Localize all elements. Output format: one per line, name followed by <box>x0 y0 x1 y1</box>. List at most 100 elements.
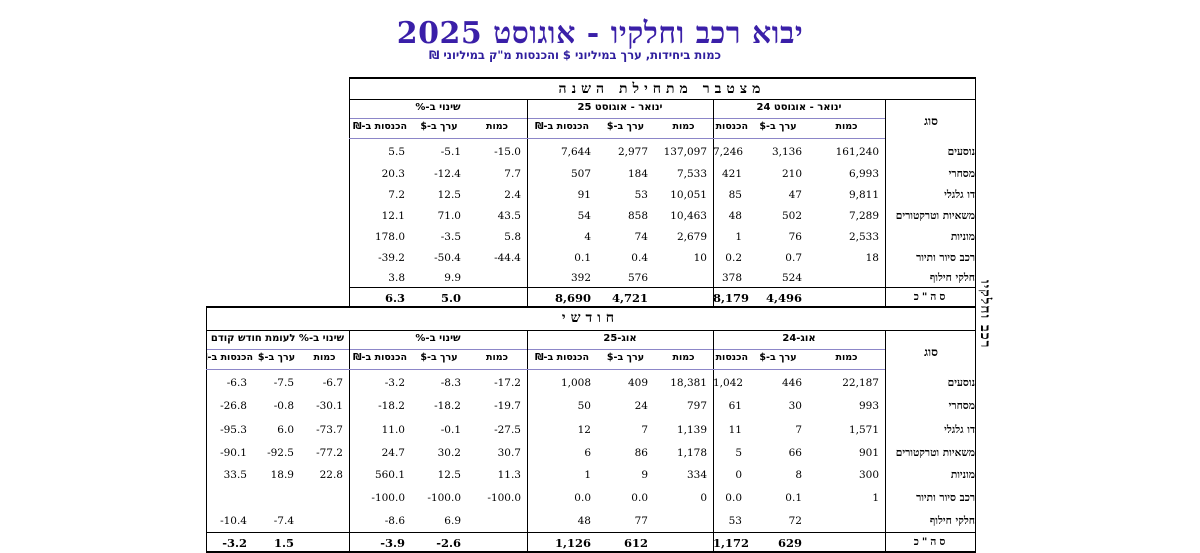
data-cell: 20.3 <box>381 168 405 180</box>
row-label: חלקי חילוף <box>929 272 975 284</box>
cumulative-group-underline <box>713 118 885 119</box>
data-cell: -6.3 <box>226 377 247 389</box>
data-cell: 10 <box>693 252 707 264</box>
cumulative-column-header: הכנסות ב-₪ <box>352 121 408 132</box>
total-cell: -2.6 <box>436 536 461 550</box>
data-cell: 10,463 <box>670 210 707 222</box>
data-cell: 0 <box>735 469 742 481</box>
data-cell: 85 <box>728 189 742 201</box>
cumulative-column-header: כמות <box>672 121 695 132</box>
data-cell: -7.5 <box>273 377 294 389</box>
monthly-column-header: ערך ב-$ <box>257 352 296 363</box>
data-cell: 30.7 <box>497 447 521 459</box>
row-label: רכב סיור ותיור <box>916 492 975 504</box>
total-cell: 6.3 <box>384 291 405 305</box>
data-cell: 161,240 <box>835 146 879 158</box>
data-cell: 53 <box>634 189 648 201</box>
data-cell: -44.4 <box>494 252 521 264</box>
cumulative-group-underline <box>349 118 527 119</box>
row-label: מוניות <box>950 469 975 481</box>
monthly-group-header: שינוי ב-% לעומת חודש קודם <box>210 333 345 344</box>
data-cell: 392 <box>570 272 591 284</box>
data-cell: -100.0 <box>371 492 405 504</box>
row-label: מוניות <box>950 231 975 243</box>
data-cell: -12.4 <box>434 168 461 180</box>
total-cell: 4,496 <box>765 291 802 305</box>
cumulative-group-header: ינואר - אוגוסט 25 <box>577 102 663 113</box>
monthly-border-right <box>975 306 976 553</box>
cumulative-header-sep <box>349 138 885 139</box>
monthly-column-header: ערך ב-$ <box>606 352 645 363</box>
data-cell: -6.7 <box>322 377 343 389</box>
data-cell: 7,246 <box>713 146 744 158</box>
total-cell: 4,721 <box>611 291 648 305</box>
data-cell: -8.6 <box>384 515 405 527</box>
data-cell: -7.4 <box>273 515 294 527</box>
total-cell: -3.2 <box>222 536 247 550</box>
data-cell: 48 <box>577 515 591 527</box>
data-cell: -0.1 <box>440 424 461 436</box>
monthly-column-header: כמות <box>672 352 695 363</box>
data-cell: -26.8 <box>220 400 247 412</box>
cumulative-group-underline <box>527 118 713 119</box>
monthly-column-header: ערך ב-$ <box>420 352 458 363</box>
cumulative-column-header: הכנסות ב-₪ <box>534 121 590 132</box>
data-cell: 7 <box>641 424 648 436</box>
report-title: יבוא רכב וחלקיו - אוגוסט 2025 <box>396 16 804 51</box>
data-cell: 6.0 <box>277 424 294 436</box>
data-cell: 77 <box>634 515 648 527</box>
row-label: דו גלגלי <box>944 189 975 201</box>
monthly-label-sep <box>885 330 886 551</box>
data-cell: 901 <box>858 447 879 459</box>
cumulative-title-sep <box>349 99 975 100</box>
data-cell: 7.7 <box>504 168 521 180</box>
data-cell: 1,139 <box>676 424 707 436</box>
data-cell: 0.7 <box>785 252 802 264</box>
monthly-group-header: אוג-25 <box>603 333 637 344</box>
monthly-column-header: הכנסות ב-₪ <box>534 352 590 363</box>
data-cell: 66 <box>788 447 802 459</box>
data-cell: -5.1 <box>440 146 461 158</box>
data-cell: 7,533 <box>676 168 707 180</box>
data-cell: 137,097 <box>663 146 707 158</box>
data-cell: 334 <box>686 469 707 481</box>
cumulative-total-sep <box>349 287 975 288</box>
data-cell: -100.0 <box>427 492 461 504</box>
data-cell: 0.4 <box>631 252 648 264</box>
report-subtitle: כמות ביחידות, ערך במיליוני $ והכנסות מ"ק… <box>428 48 722 62</box>
data-cell: -18.2 <box>434 400 461 412</box>
row-label: דו גלגלי <box>944 424 975 436</box>
total-cell: 5.0 <box>440 291 461 305</box>
data-cell: 18,381 <box>670 377 707 389</box>
data-cell: 178.0 <box>374 231 405 243</box>
monthly-border-bottom <box>206 551 975 553</box>
monthly-group-underline <box>206 349 349 350</box>
data-cell: 24.7 <box>381 447 405 459</box>
data-cell: 1,042 <box>713 377 744 389</box>
total-cell: 629 <box>777 536 802 550</box>
monthly-column-header: כמות <box>485 352 508 363</box>
monthly-group-header: אוג-24 <box>782 333 816 344</box>
data-cell: 1 <box>872 492 879 504</box>
monthly-block-sep <box>206 330 207 551</box>
data-cell: 24 <box>634 400 648 412</box>
monthly-group-underline <box>713 349 885 350</box>
data-cell: -3.2 <box>384 377 405 389</box>
data-cell: -10.4 <box>220 515 247 527</box>
data-cell: 12 <box>577 424 591 436</box>
data-cell: 858 <box>627 210 648 222</box>
data-cell: 22.8 <box>319 469 343 481</box>
row-label: משאיות וטרקטורים <box>895 210 975 222</box>
data-cell: 560.1 <box>374 469 405 481</box>
cumulative-column-header: ערך ב-$ <box>606 121 645 132</box>
data-cell: 18 <box>865 252 879 264</box>
data-cell: 7,644 <box>560 146 591 158</box>
data-cell: 47 <box>788 189 802 201</box>
monthly-block-sep <box>349 330 350 551</box>
monthly-group-underline <box>527 349 713 350</box>
data-cell: 2.4 <box>504 189 521 201</box>
data-cell: 11.3 <box>497 469 521 481</box>
monthly-group-header: שינוי ב-% <box>415 333 461 344</box>
data-cell: 0.0 <box>725 492 742 504</box>
data-cell: -27.5 <box>494 424 521 436</box>
